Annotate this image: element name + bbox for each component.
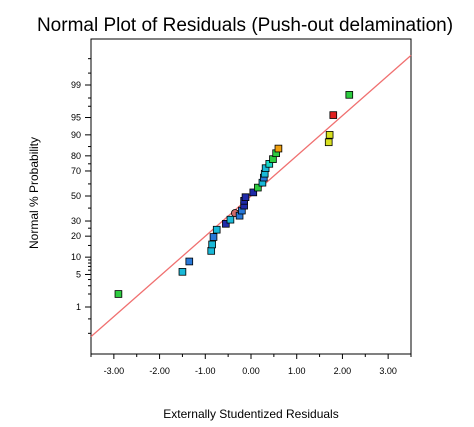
y-tick-label-9: 90 [71, 130, 81, 140]
y-axis-label: Normal % Probability [27, 137, 41, 249]
data-point-16 [249, 188, 258, 197]
x-tick-label-4: 0.00 [242, 366, 260, 376]
x-axis: -3.00 -2.00 -1.00 0.00 1.00 2.00 3.00 [90, 354, 412, 376]
data-point-3 [185, 257, 194, 266]
data-point-5 [208, 240, 216, 249]
data-point-1 [114, 290, 123, 298]
chart-title: Normal Plot of Residuals (Push-out delam… [37, 15, 453, 36]
data-point-7 [212, 225, 221, 234]
data-point-25 [274, 144, 283, 153]
data-point-17 [254, 183, 262, 192]
y-tick-label-4: 20 [71, 231, 81, 241]
y-tick-label-3: 10 [71, 252, 81, 262]
x-tick-label-3: -1.00 [195, 366, 216, 376]
data-point-4 [207, 247, 216, 255]
data-point-26 [324, 138, 333, 147]
x-tick-label-1: -3.00 [104, 366, 125, 376]
y-tick-label-8: 80 [71, 151, 81, 161]
data-point-27 [325, 131, 334, 139]
data-point-29 [345, 91, 354, 99]
data-point-2 [178, 268, 187, 276]
y-tick-label-5: 30 [71, 216, 81, 226]
y-tick-label-11: 99 [71, 80, 81, 90]
x-tick-label-6: 2.00 [334, 366, 352, 376]
x-tick-label-7: 3.00 [379, 366, 397, 376]
data-point-15 [241, 193, 250, 201]
y-tick-label-7: 70 [71, 166, 81, 176]
y-tick-label-10: 95 [71, 113, 81, 123]
data-point-28 [329, 111, 338, 119]
data-points-group [114, 91, 354, 298]
y-axis: 1 5 10 20 30 50 70 80 90 95 99 [71, 58, 91, 334]
x-tick-label-2: -2.00 [149, 366, 170, 376]
x-tick-label-5: 1.00 [288, 366, 306, 376]
y-tick-label-2: 5 [76, 269, 81, 279]
data-point-6 [209, 233, 218, 241]
data-point-9 [226, 215, 235, 224]
x-axis-label: Externally Studentized Residuals [163, 407, 338, 421]
y-tick-label-6: 50 [71, 191, 81, 201]
data-point-8 [222, 220, 230, 228]
y-tick-label-1: 1 [76, 302, 81, 312]
